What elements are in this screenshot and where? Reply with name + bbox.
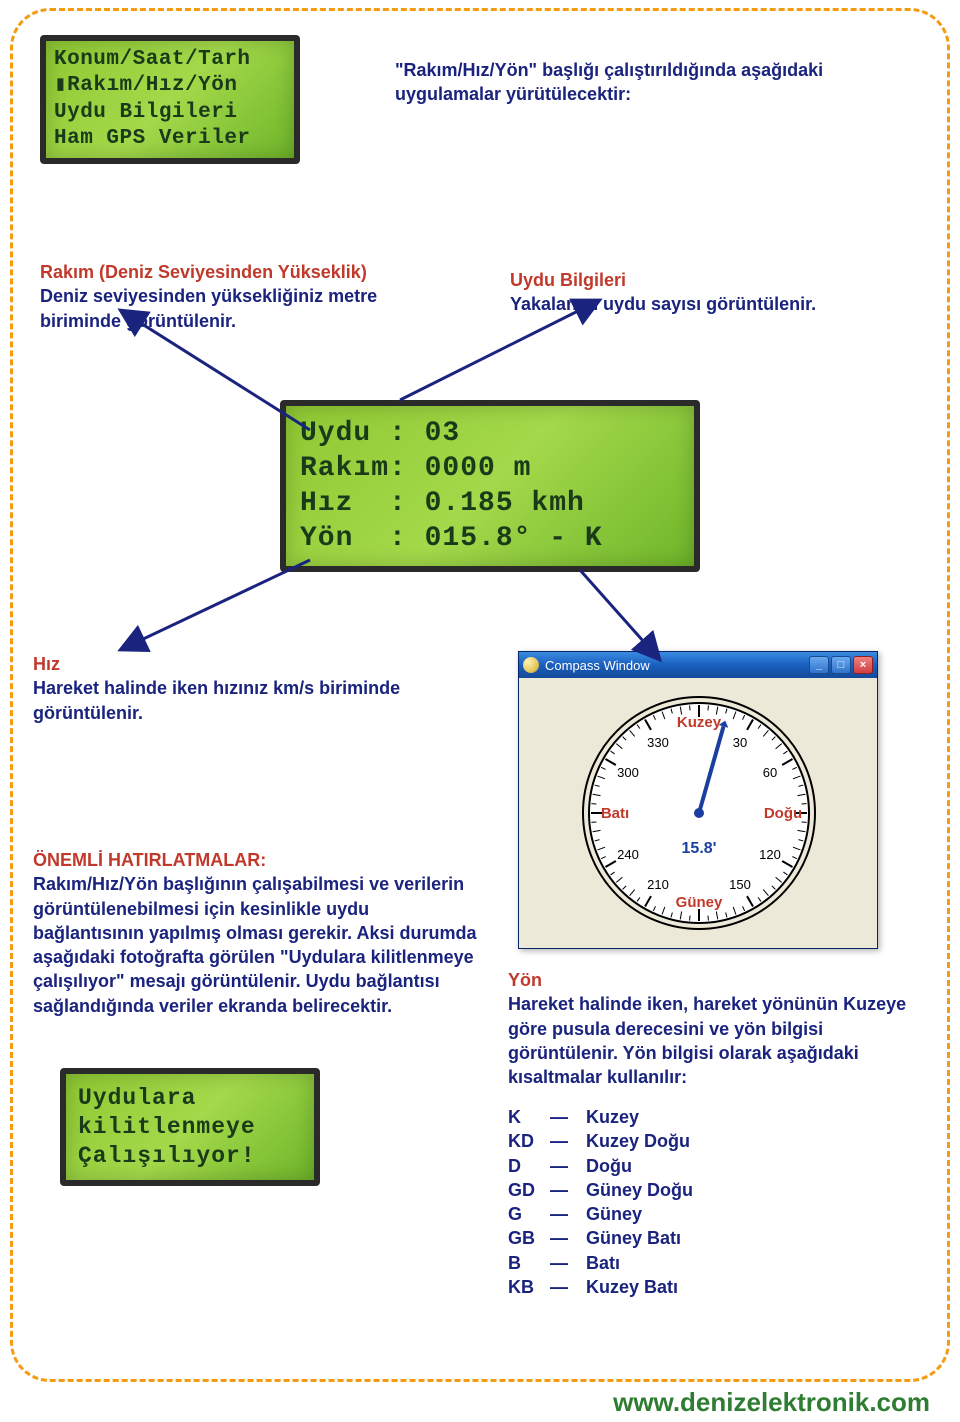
dir-dash: —	[550, 1105, 586, 1129]
lcd-menu-line4: Ham GPS Veriler	[54, 127, 251, 150]
svg-text:120: 120	[759, 847, 781, 862]
lcd-menu-line2: ▮Rakım/Hız/Yön	[54, 74, 237, 97]
svg-text:300: 300	[617, 765, 639, 780]
svg-text:Güney: Güney	[676, 894, 723, 911]
direction-row: G—Güney	[508, 1202, 693, 1226]
maximize-button[interactable]: □	[831, 656, 851, 674]
dir-name: Kuzey	[586, 1105, 639, 1129]
footer-url: www.denizelektronik.com	[613, 1387, 930, 1418]
direction-row: KD—Kuzey Doğu	[508, 1129, 693, 1153]
dir-dash: —	[550, 1202, 586, 1226]
direction-abbrev-table: K—KuzeyKD—Kuzey DoğuD—DoğuGD—Güney DoğuG…	[508, 1105, 693, 1299]
hiz-body: Hareket halinde iken hızınız km/s birimi…	[33, 678, 400, 722]
rakim-body: Deniz seviyesinden yüksekliğiniz metre b…	[40, 286, 377, 330]
svg-text:Batı: Batı	[601, 805, 629, 822]
compass-window-title: Compass Window	[545, 658, 809, 673]
compass-titlebar: Compass Window _ □ ×	[519, 652, 877, 678]
dir-dash: —	[550, 1275, 586, 1299]
compass-window: Compass Window _ □ × 330 30 300 60 240 120 210…	[518, 651, 878, 949]
hiz-block: Hız Hareket halinde iken hızınız km/s bi…	[33, 652, 463, 725]
yon-body: Hareket halinde iken, hareket yönünün Ku…	[508, 994, 906, 1087]
lcd-main-display: Uydu : 03 Rakım: 0000 m Hız : 0.185 kmh …	[280, 400, 700, 572]
svg-text:30: 30	[733, 735, 747, 750]
lcd-lock-line3: Çalışılıyor!	[78, 1143, 256, 1169]
svg-text:150: 150	[729, 877, 751, 892]
lcd-menu-line3: Uydu Bilgileri	[54, 101, 237, 124]
dir-abbr: K	[508, 1105, 550, 1129]
lcd-main-line1: Uydu : 03	[300, 418, 460, 449]
dir-name: Güney Doğu	[586, 1178, 693, 1202]
window-buttons: _ □ ×	[809, 656, 873, 674]
dir-name: Batı	[586, 1251, 620, 1275]
minimize-button[interactable]: _	[809, 656, 829, 674]
uydu-block: Uydu Bilgileri Yakalanan uydu sayısı gör…	[510, 268, 910, 317]
lcd-lock-line2: kilitlenmeye	[78, 1114, 256, 1140]
dir-dash: —	[550, 1226, 586, 1250]
svg-text:210: 210	[647, 877, 669, 892]
svg-text:Doğu: Doğu	[764, 805, 802, 822]
yon-block: Yön Hareket halinde iken, hareket yönünü…	[508, 968, 928, 1089]
dir-name: Güney Batı	[586, 1226, 681, 1250]
lcd-main-line3: Hız : 0.185 kmh	[300, 488, 585, 519]
dir-dash: —	[550, 1129, 586, 1153]
lcd-main-line2: Rakım: 0000 m	[300, 453, 531, 484]
onemli-body: Rakım/Hız/Yön başlığının çalışabilmesi v…	[33, 874, 476, 1015]
direction-row: GB—Güney Batı	[508, 1226, 693, 1250]
direction-row: GD—Güney Doğu	[508, 1178, 693, 1202]
svg-text:Kuzey: Kuzey	[677, 714, 722, 731]
close-button[interactable]: ×	[853, 656, 873, 674]
compass-svg: 330 30 300 60 240 120 210 150 Kuzey Doğu Güney Batı…	[519, 678, 879, 948]
onemli-title: ÖNEMLİ HATIRLATMALAR:	[33, 850, 266, 870]
hiz-title: Hız	[33, 654, 60, 674]
dir-name: Doğu	[586, 1154, 632, 1178]
dir-abbr: D	[508, 1154, 550, 1178]
dir-abbr: GD	[508, 1178, 550, 1202]
dir-abbr: KD	[508, 1129, 550, 1153]
compass-body: 330 30 300 60 240 120 210 150 Kuzey Doğu Güney Batı…	[519, 678, 877, 948]
lcd-lock-line1: Uydulara	[78, 1085, 196, 1111]
dir-abbr: B	[508, 1251, 550, 1275]
dir-dash: —	[550, 1154, 586, 1178]
dir-abbr: G	[508, 1202, 550, 1226]
lcd-menu-display: Konum/Saat/Tarh ▮Rakım/Hız/Yön Uydu Bilg…	[40, 35, 300, 164]
direction-row: D—Doğu	[508, 1154, 693, 1178]
svg-text:240: 240	[617, 847, 639, 862]
uydu-title: Uydu Bilgileri	[510, 270, 626, 290]
direction-row: K—Kuzey	[508, 1105, 693, 1129]
rakim-block: Rakım (Deniz Seviyesinden Yükseklik) Den…	[40, 260, 440, 333]
lcd-main-line4: Yön : 015.8° - K	[300, 523, 603, 554]
intro-text: "Rakım/Hız/Yön" başlığı çalıştırıldığınd…	[395, 58, 865, 107]
rakim-title: Rakım (Deniz Seviyesinden Yükseklik)	[40, 262, 367, 282]
lcd-menu-line1: Konum/Saat/Tarh	[54, 48, 251, 71]
svg-text:15.8': 15.8'	[682, 840, 717, 857]
dir-abbr: GB	[508, 1226, 550, 1250]
dir-name: Kuzey Batı	[586, 1275, 678, 1299]
direction-row: B—Batı	[508, 1251, 693, 1275]
uydu-body: Yakalanan uydu sayısı görüntülenir.	[510, 294, 816, 314]
onemli-block: ÖNEMLİ HATIRLATMALAR: Rakım/Hız/Yön başl…	[33, 848, 478, 1018]
compass-app-icon	[523, 657, 539, 673]
yon-title: Yön	[508, 970, 542, 990]
dir-abbr: KB	[508, 1275, 550, 1299]
lcd-lock-display: Uydulara kilitlenmeye Çalışılıyor!	[60, 1068, 320, 1186]
dir-dash: —	[550, 1178, 586, 1202]
dir-dash: —	[550, 1251, 586, 1275]
dir-name: Güney	[586, 1202, 642, 1226]
svg-text:60: 60	[763, 765, 777, 780]
dir-name: Kuzey Doğu	[586, 1129, 690, 1153]
direction-row: KB—Kuzey Batı	[508, 1275, 693, 1299]
svg-text:330: 330	[647, 735, 669, 750]
content-root: Konum/Saat/Tarh ▮Rakım/Hız/Yön Uydu Bilg…	[0, 0, 960, 1422]
